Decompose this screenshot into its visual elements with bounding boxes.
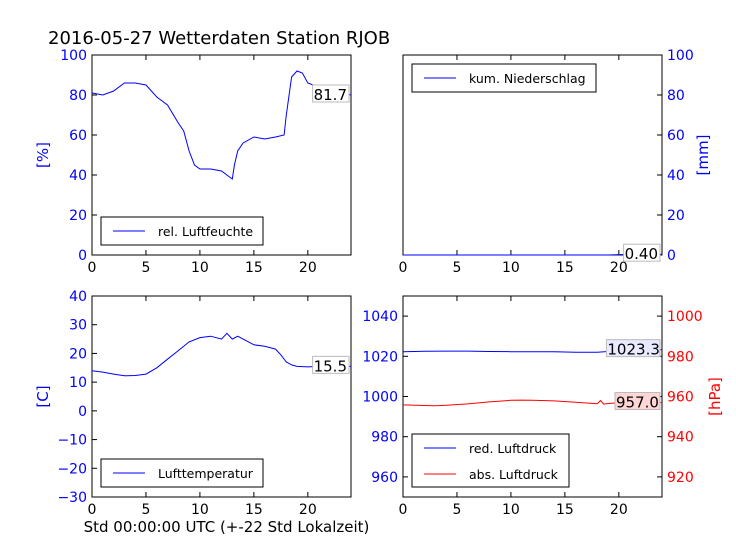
y-tick-label: 80 [69, 88, 87, 104]
y-tick-label: 960 [371, 470, 398, 486]
last-value-label: 0.40 [625, 245, 658, 263]
y-tick-label: 40 [69, 289, 87, 305]
figure-title: 2016-05-27 Wetterdaten Station RJOB [48, 28, 390, 49]
y-tick-label: 0 [78, 404, 87, 420]
last-value-box [312, 355, 350, 374]
last-value-label: 81.7 [314, 86, 347, 104]
legend-label: kum. Niederschlag [469, 71, 586, 86]
last-value-box [614, 392, 661, 411]
series-line-1 [402, 399, 662, 407]
x-tick-label: 20 [610, 502, 628, 518]
last-value-box [605, 339, 661, 358]
y-tick-label: 60 [69, 128, 87, 144]
x-tick-label: 5 [141, 260, 150, 276]
y-tick-label: 0 [78, 248, 87, 264]
chart-pressure: 0 5 10 15 20 960 980 1000 1020 1040 920 940 960 980 10… [362, 295, 724, 518]
y-tick-label: 980 [667, 349, 694, 365]
legend: red. Luftdruck abs. Luftdruck [411, 433, 570, 488]
y-tick-label: 100 [60, 48, 87, 64]
legend: rel. Luftfeuchte [100, 216, 264, 246]
last-value-label: 15.5 [314, 357, 347, 375]
plot-frame [91, 54, 352, 256]
chart-humidity: 0 5 10 15 20 0 20 40 60 80 100 81.7 [%] rel. Luftfeuc… [34, 48, 352, 276]
plot-frame [91, 295, 352, 498]
y-tick-label: 1000 [667, 309, 703, 325]
legend-label: Lufttemperatur [158, 466, 254, 481]
x-tick-label: 15 [245, 502, 263, 518]
y-tick-label: 20 [667, 208, 685, 224]
x-tick-label: 5 [141, 502, 150, 518]
y-tick-label: −30 [57, 490, 87, 506]
y-tick-label: 960 [667, 390, 694, 406]
legend-label: red. Luftdruck [469, 441, 557, 456]
y-tick-label: 980 [371, 430, 398, 446]
y-axis-label: [%] [34, 142, 52, 168]
y-tick-label: 20 [69, 346, 87, 362]
legend-label: abs. Luftdruck [469, 467, 559, 482]
x-tick-label: 15 [556, 502, 574, 518]
x-tick-label: 10 [191, 260, 209, 276]
x-tick-label: 0 [399, 502, 408, 518]
last-value-label: 957.0 [616, 394, 659, 412]
x-tick-label: 20 [610, 260, 628, 276]
y-tick-label: 1020 [362, 349, 398, 365]
legend: kum. Niederschlag [411, 63, 597, 93]
x-tick-label: 5 [452, 260, 461, 276]
legend: Lufttemperatur [100, 458, 264, 488]
y-tick-label: 920 [667, 470, 694, 486]
legend-label: rel. Luftfeuchte [158, 224, 253, 239]
y-tick-label: 940 [667, 430, 694, 446]
x-tick-label: 10 [502, 260, 520, 276]
y-tick-label: 80 [667, 88, 685, 104]
chart-temperature: 0 5 10 15 20 −30 −20 −10 0 10 20 30 40 15.5 [C] Std 00:… [34, 289, 369, 536]
series-line-0 [91, 70, 352, 180]
legend-box [411, 433, 570, 488]
y-tick-label: 1000 [362, 390, 398, 406]
x-tick-label: 20 [299, 502, 317, 518]
y-tick-label: −20 [57, 461, 87, 477]
x-tick-label: 0 [88, 260, 97, 276]
x-tick-label: 10 [191, 502, 209, 518]
y-axis-label: [mm] [694, 135, 712, 176]
x-tick-label: 10 [502, 502, 520, 518]
y-tick-label: 30 [69, 318, 87, 334]
y-tick-label: 0 [667, 248, 676, 264]
last-value-box [623, 243, 661, 262]
y-tick-label: 10 [69, 375, 87, 391]
last-value-box [312, 84, 350, 103]
series-line-0 [91, 332, 352, 377]
y-axis-label: [C] [34, 385, 52, 407]
last-value-label: 1023.3 [607, 341, 660, 359]
x-tick-label: 0 [88, 502, 97, 518]
y-tick-label: 1040 [362, 309, 398, 325]
x-tick-label: 15 [245, 260, 263, 276]
y-tick-label: 100 [667, 48, 694, 64]
y-tick-label: 20 [69, 208, 87, 224]
x-axis-label: Std 00:00:00 UTC (+-22 Std Lokalzeit) [84, 518, 370, 536]
x-tick-label: 0 [399, 260, 408, 276]
y-tick-label: −10 [57, 433, 87, 449]
x-tick-label: 5 [452, 502, 461, 518]
x-tick-label: 15 [556, 260, 574, 276]
y-tick-label: 60 [667, 128, 685, 144]
chart-precip: 0 5 10 15 20 0 20 40 60 80 100 0.40 [mm] kum. Nieders… [399, 48, 712, 276]
y-tick-label: 40 [667, 168, 685, 184]
x-tick-label: 20 [299, 260, 317, 276]
y-tick-label: 40 [69, 168, 87, 184]
y-axis-label-right: [hPa] [706, 377, 724, 416]
